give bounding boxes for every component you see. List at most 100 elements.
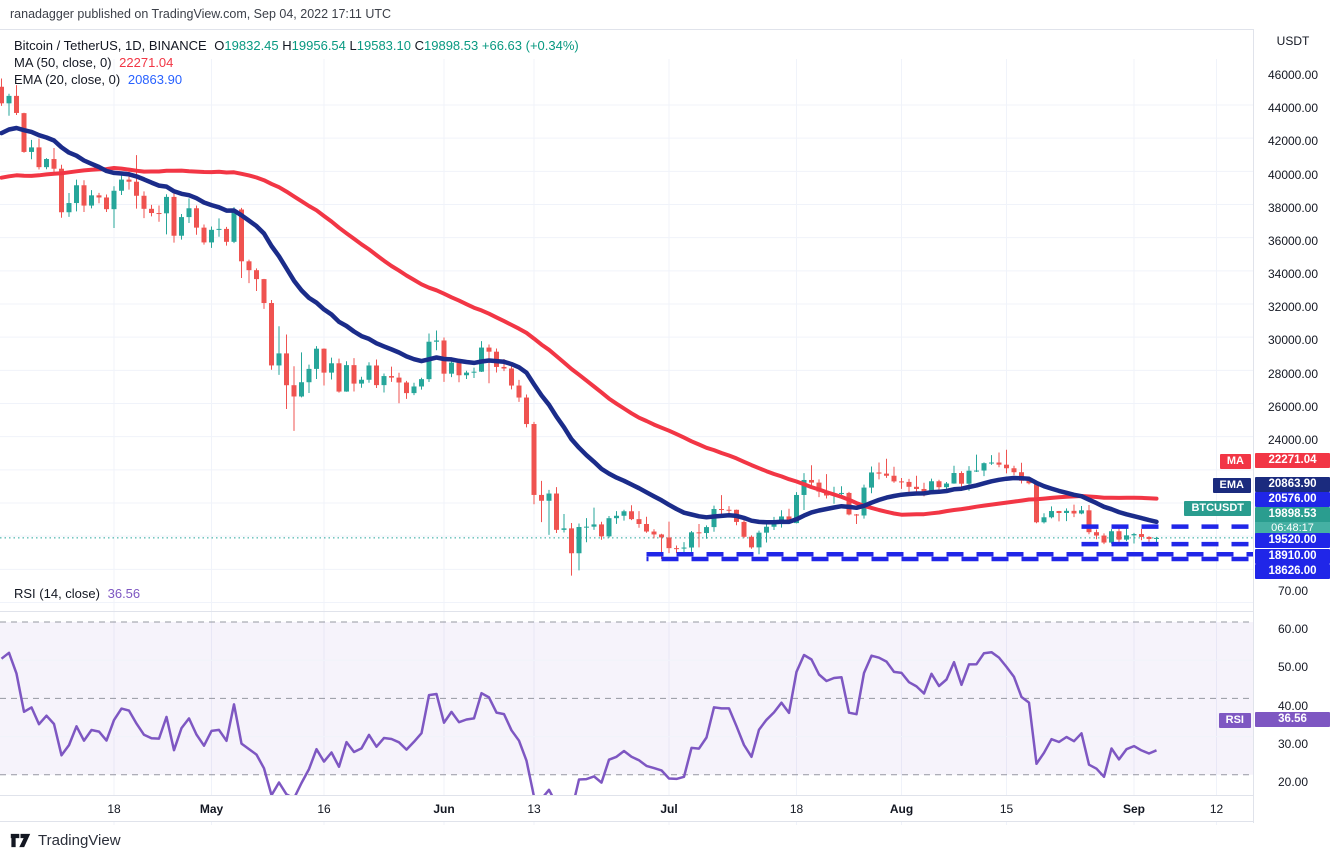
- candle-body: [336, 363, 342, 392]
- rsi-axis-label: 50.00: [1277, 660, 1309, 675]
- candle-body: [704, 527, 709, 534]
- candle-body: [81, 185, 87, 206]
- price-axis-label: 32000.00: [1267, 300, 1319, 315]
- time-axis[interactable]: 18 May 16 Jun 13 Jul 18 Aug 15 Sep 12: [0, 795, 1253, 822]
- symbol-legend[interactable]: Bitcoin / TetherUS, 1D, BINANCE O19832.4…: [14, 38, 579, 53]
- candle-body: [381, 376, 387, 386]
- candle-body: [231, 209, 237, 242]
- candle-body: [6, 95, 12, 104]
- ohlc-close: C19898.53: [414, 38, 479, 53]
- candle-body: [321, 348, 327, 373]
- candle-body: [21, 113, 27, 152]
- candle-body: [216, 228, 222, 230]
- candle-body: [29, 147, 34, 152]
- time-axis-day-label: 12: [1209, 802, 1224, 816]
- candle-body: [981, 463, 987, 471]
- ema20-line: [0, 125, 1159, 525]
- candle-body: [179, 217, 184, 236]
- rsi-axis-label: 60.00: [1277, 622, 1309, 637]
- candle-body: [126, 179, 132, 182]
- rsi-band: [0, 622, 1253, 775]
- candle-body: [471, 371, 477, 373]
- candle-body: [411, 386, 417, 394]
- candle-body: [884, 473, 889, 476]
- candle-body: [569, 528, 574, 554]
- candle-body: [741, 521, 747, 537]
- candle-body: [1109, 531, 1114, 543]
- candle-body: [59, 168, 64, 213]
- price-axis-label: 36000.00: [1267, 233, 1319, 248]
- candle-body: [269, 303, 274, 366]
- candle-body: [44, 159, 49, 168]
- symbol-title: Bitcoin / TetherUS, 1D, BINANCE: [14, 38, 207, 53]
- candle-body: [966, 470, 972, 484]
- time-axis-month-label: Aug: [889, 802, 914, 816]
- candle-body: [36, 147, 42, 168]
- candle-body: [389, 376, 394, 378]
- candle-body: [816, 482, 822, 492]
- candle-body: [794, 494, 799, 524]
- candle-body: [696, 532, 702, 534]
- candle-body: [74, 185, 79, 204]
- rsi-legend[interactable]: RSI (14, close) 36.56: [14, 586, 140, 601]
- candle-body: [891, 475, 897, 482]
- price-axis-label: 40000.00: [1267, 167, 1319, 182]
- price-axis-label: 42000.00: [1267, 134, 1319, 149]
- candle-body: [509, 368, 514, 386]
- candle-body: [554, 493, 559, 530]
- candle-body: [591, 524, 597, 527]
- price-axis-label: 30000.00: [1267, 333, 1319, 348]
- candle-body: [974, 470, 979, 472]
- axis-unit-label: USDT: [1276, 34, 1310, 48]
- candle-body: [951, 473, 957, 484]
- tradingview-watermark[interactable]: TradingView: [10, 832, 121, 849]
- candle-body: [524, 397, 529, 425]
- candle-body: [944, 483, 949, 488]
- candle-body: [1064, 510, 1069, 513]
- candle-body: [0, 86, 4, 104]
- candle-body: [516, 385, 522, 398]
- candle-body: [666, 537, 672, 549]
- candle-body: [374, 365, 379, 386]
- candle-body: [1056, 511, 1062, 513]
- candle-body: [1116, 531, 1122, 540]
- candle-body: [329, 363, 334, 373]
- ema-legend-label: EMA (20, close, 0): [14, 72, 121, 87]
- candle-body: [921, 488, 927, 493]
- candle-body: [674, 548, 679, 550]
- time-axis-month-label: Sep: [1122, 802, 1146, 816]
- ma-legend[interactable]: MA (50, close, 0) 22271.04: [14, 55, 173, 70]
- candle-body: [351, 365, 357, 384]
- symbol-pill: BTCUSDT: [1184, 501, 1251, 516]
- candle-body: [756, 532, 762, 548]
- candle-body: [434, 340, 439, 342]
- time-axis-month-label: Jul: [660, 802, 678, 816]
- candle-body: [456, 362, 462, 376]
- rsi-line: [0, 650, 1157, 813]
- candle-body: [119, 179, 124, 191]
- bar-countdown: 06:48:17: [1255, 522, 1330, 535]
- candle-body: [284, 353, 289, 386]
- candle-body: [546, 493, 552, 501]
- chart-widget: Bitcoin / TetherUS, 1D, BINANCE O19832.4…: [0, 29, 1332, 825]
- candle-body: [869, 472, 874, 488]
- ma-pill: MA: [1219, 453, 1251, 469]
- price-axis[interactable]: USDT 22271.04 20863.90 20576.00 19898.53…: [1253, 29, 1332, 823]
- candle-body: [636, 519, 642, 524]
- candle-body: [531, 424, 537, 495]
- rsi-pane[interactable]: [0, 611, 1253, 825]
- candle-body: [111, 190, 117, 210]
- candle-body: [51, 159, 57, 169]
- level-badge-18910: 18910.00: [1255, 548, 1330, 564]
- candle-body: [291, 385, 297, 397]
- time-axis-month-label: May: [199, 802, 224, 816]
- rsi-pill: RSI: [1218, 712, 1251, 728]
- price-axis-label: 34000.00: [1267, 267, 1319, 281]
- candle-body: [314, 348, 319, 369]
- price-pane[interactable]: [0, 59, 1253, 611]
- candle-body: [651, 531, 657, 535]
- ma50-line: [0, 166, 1159, 517]
- candle-body: [1124, 535, 1129, 540]
- ema-legend[interactable]: EMA (20, close, 0) 20863.90: [14, 72, 182, 87]
- candle-body: [134, 181, 139, 196]
